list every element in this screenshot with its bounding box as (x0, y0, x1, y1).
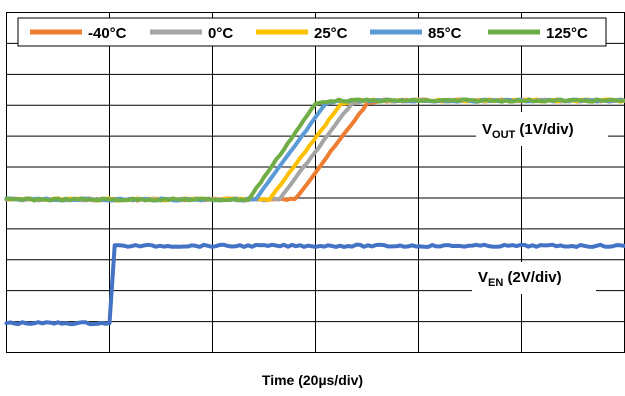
x-axis-label: Time (20µs/div) (261, 372, 364, 388)
legend-item: 125°C (488, 25, 588, 42)
legend-item: 0°C (150, 25, 233, 42)
legend-label: -40°C (88, 25, 127, 42)
legend-box (17, 17, 607, 47)
vout-label-bg (476, 112, 608, 146)
traces (4, 97, 625, 327)
legend-label: 125°C (546, 25, 588, 42)
legend-item: -40°C (30, 25, 127, 42)
legend-label: 85°C (428, 25, 462, 42)
legend-item: 85°C (370, 25, 462, 42)
legend-label: 25°C (314, 25, 348, 42)
ven-label-bg (472, 262, 596, 294)
trace-v-en (4, 242, 625, 327)
legend-item: 25°C (256, 25, 348, 42)
vout-label: VOUT (1V/div) (482, 121, 574, 141)
legend-label: 0°C (208, 25, 233, 42)
legend: -40°C 0°C 25°C 85°C 125°C (17, 17, 607, 47)
trace-v-out-4 (4, 97, 625, 203)
ven-label: VEN (2V/div) (478, 269, 562, 289)
